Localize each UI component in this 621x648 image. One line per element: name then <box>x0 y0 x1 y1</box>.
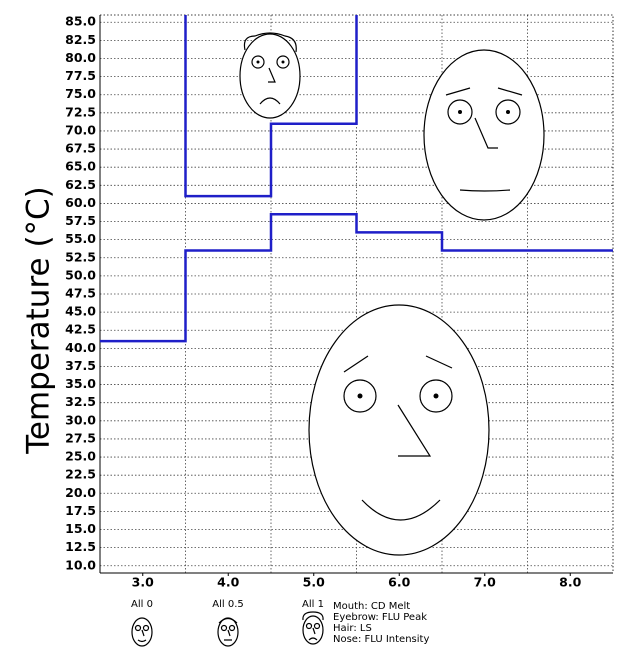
y-tick-label: 77.5 <box>65 68 96 83</box>
x-tick-label: 4.0 <box>217 575 239 590</box>
y-tick-label: 45.0 <box>65 304 96 319</box>
y-tick-label: 27.5 <box>65 430 96 445</box>
y-tick-label: 42.5 <box>65 322 96 337</box>
y-tick-label: 20.0 <box>65 485 96 500</box>
step-line <box>184 15 358 198</box>
y-tick-label: 12.5 <box>65 539 96 554</box>
face-legend-label: All 0.5 <box>212 599 243 610</box>
y-axis-label: Temperature (°C) <box>21 186 57 455</box>
y-tick-label: 72.5 <box>65 104 96 119</box>
face-feature-label: Nose: FLU Intensity <box>333 634 429 645</box>
y-tick-label: 35.0 <box>65 376 96 391</box>
face-legend-label: All 0 <box>131 599 153 610</box>
x-tick-label: 6.0 <box>388 575 410 590</box>
y-tick-label: 52.5 <box>65 249 96 264</box>
y-tick-label: 82.5 <box>65 32 96 47</box>
face-feature-label: Hair: LS <box>333 623 372 634</box>
y-tick-label: 50.0 <box>65 267 96 282</box>
y-tick-label: 57.5 <box>65 213 96 228</box>
y-tick-label: 30.0 <box>65 412 96 427</box>
step-line <box>100 213 613 343</box>
y-tick-label: 55.0 <box>65 231 96 246</box>
y-tick-label: 10.0 <box>65 557 96 572</box>
y-tick-label: 32.5 <box>65 394 96 409</box>
y-tick-label: 80.0 <box>65 50 96 65</box>
face-feature-label: Eyebrow: FLU Peak <box>333 612 427 623</box>
y-tick-label: 22.5 <box>65 467 96 482</box>
chernoff-faces <box>131 32 545 647</box>
y-tick-label: 40.0 <box>65 340 96 355</box>
y-tick-label: 25.0 <box>65 449 96 464</box>
y-tick-label: 17.5 <box>65 503 96 518</box>
y-tick-label: 60.0 <box>65 195 96 210</box>
y-tick-label: 65.0 <box>65 159 96 174</box>
x-tick-label: 3.0 <box>132 575 154 590</box>
y-tick-label: 75.0 <box>65 86 96 101</box>
y-tick-label: 37.5 <box>65 358 96 373</box>
y-tick-label: 47.5 <box>65 286 96 301</box>
y-tick-label: 70.0 <box>65 122 96 137</box>
x-tick-label: 8.0 <box>559 575 581 590</box>
face-feature-label: Mouth: CD Melt <box>333 601 410 612</box>
y-tick-label: 15.0 <box>65 521 96 536</box>
y-tick-label: 67.5 <box>65 141 96 156</box>
y-tick-label: 85.0 <box>65 14 96 29</box>
x-tick-label: 5.0 <box>303 575 325 590</box>
x-tick-label: 7.0 <box>474 575 496 590</box>
face-legend-label: All 1 <box>302 599 324 610</box>
y-tick-label: 62.5 <box>65 177 96 192</box>
